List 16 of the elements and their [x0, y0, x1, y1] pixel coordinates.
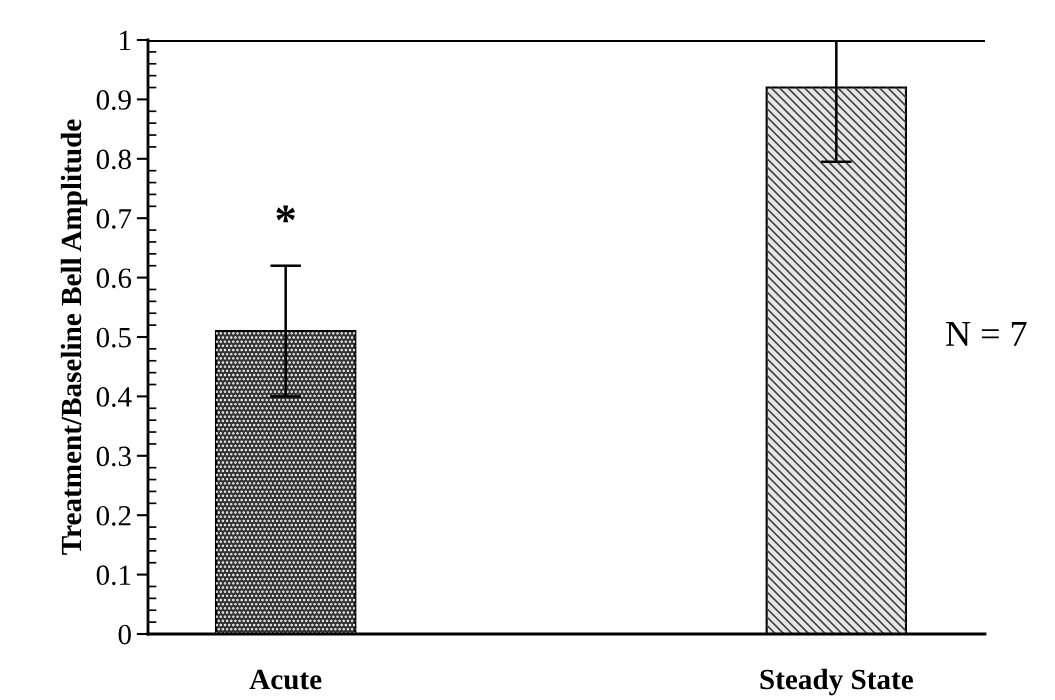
y-tick-label: 0.2 [96, 505, 131, 526]
y-tick-label: 0.3 [96, 446, 131, 467]
y-tick-label: 0.8 [96, 149, 131, 170]
annotation: N = 7 [946, 322, 1027, 346]
x-tick-label: Steady State [760, 668, 913, 696]
y-tick-label: 0.4 [96, 387, 132, 407]
y-tick-label: 0 [118, 624, 131, 645]
annotation: * [276, 205, 295, 223]
y-tick-label: 0.1 [96, 565, 131, 586]
y-tick-label: 1 [120, 30, 131, 51]
y-tick-label: 0.6 [96, 268, 132, 289]
y-axis-title: Treatment/Baseline Bell Amplitude [60, 119, 88, 555]
y-tick-label: 0.5 [96, 327, 131, 348]
y-tick-label: 0.9 [96, 90, 131, 110]
x-tick-label: Acute [249, 669, 322, 690]
y-tick-label: 0.7 [96, 208, 132, 229]
